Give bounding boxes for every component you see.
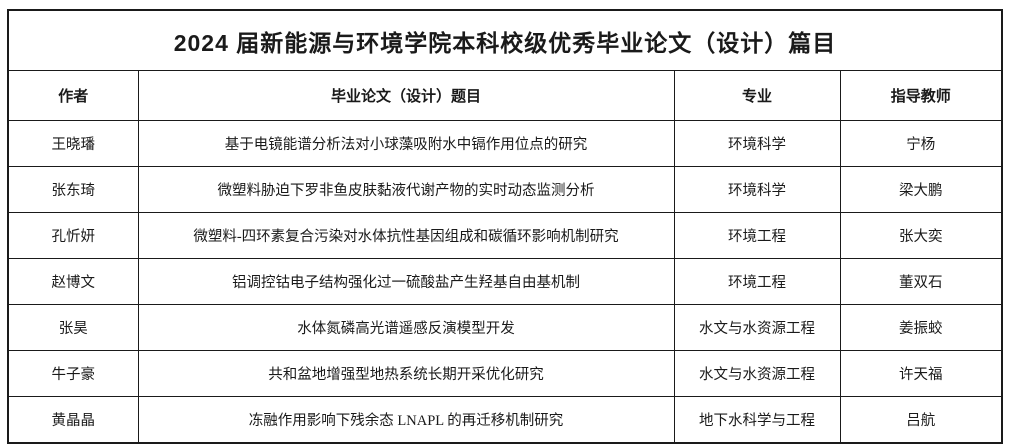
thesis-title-cell: 微塑料胁迫下罗非鱼皮肤黏液代谢产物的实时动态监测分析: [137, 166, 675, 213]
major-cell: 水文与水资源工程: [673, 304, 841, 351]
thesis-title-cell: 铝调控钴电子结构强化过一硫酸盐产生羟基自由基机制: [137, 258, 675, 305]
advisor-cell: 许天福: [839, 350, 1003, 397]
advisor-cell: 吕航: [839, 396, 1003, 444]
author-cell: 赵博文: [7, 258, 139, 305]
thesis-title-cell: 冻融作用影响下残余态 LNAPL 的再迁移机制研究: [137, 396, 675, 444]
advisor-cell: 姜振蛟: [839, 304, 1003, 351]
major-cell: 环境工程: [673, 212, 841, 259]
author-cell: 牛子豪: [7, 350, 139, 397]
author-cell: 黄晶晶: [7, 396, 139, 444]
column-header-author: 作者: [7, 70, 139, 121]
major-cell: 环境工程: [673, 258, 841, 305]
advisor-cell: 宁杨: [839, 120, 1003, 167]
major-cell: 环境科学: [673, 166, 841, 213]
table-row: 孔忻妍 微塑料-四环素复合污染对水体抗性基因组成和碳循环影响机制研究 环境工程 …: [7, 212, 1003, 259]
advisor-cell: 张大奕: [839, 212, 1003, 259]
major-cell: 环境科学: [673, 120, 841, 167]
advisor-cell: 梁大鹏: [839, 166, 1003, 213]
table-title-row: 2024 届新能源与环境学院本科校级优秀毕业论文（设计）篇目: [7, 9, 1003, 71]
column-header-major: 专业: [673, 70, 841, 121]
author-cell: 王晓璠: [7, 120, 139, 167]
table-row: 张昊 水体氮磷高光谱遥感反演模型开发 水文与水资源工程 姜振蛟: [7, 304, 1003, 351]
table-header-row: 作者 毕业论文（设计）题目 专业 指导教师: [7, 70, 1003, 121]
table-row: 张东琦 微塑料胁迫下罗非鱼皮肤黏液代谢产物的实时动态监测分析 环境科学 梁大鹏: [7, 166, 1003, 213]
table-row: 黄晶晶 冻融作用影响下残余态 LNAPL 的再迁移机制研究 地下水科学与工程 吕…: [7, 396, 1003, 444]
major-cell: 地下水科学与工程: [673, 396, 841, 444]
table-row: 王晓璠 基于电镜能谱分析法对小球藻吸附水中镉作用位点的研究 环境科学 宁杨: [7, 120, 1003, 167]
author-cell: 孔忻妍: [7, 212, 139, 259]
table-row: 赵博文 铝调控钴电子结构强化过一硫酸盐产生羟基自由基机制 环境工程 董双石: [7, 258, 1003, 305]
thesis-list-table: 2024 届新能源与环境学院本科校级优秀毕业论文（设计）篇目 作者 毕业论文（设…: [7, 9, 1003, 444]
thesis-title-cell: 水体氮磷高光谱遥感反演模型开发: [137, 304, 675, 351]
table-title: 2024 届新能源与环境学院本科校级优秀毕业论文（设计）篇目: [7, 9, 1003, 71]
thesis-title-cell: 共和盆地增强型地热系统长期开采优化研究: [137, 350, 675, 397]
table-row: 牛子豪 共和盆地增强型地热系统长期开采优化研究 水文与水资源工程 许天福: [7, 350, 1003, 397]
author-cell: 张东琦: [7, 166, 139, 213]
advisor-cell: 董双石: [839, 258, 1003, 305]
major-cell: 水文与水资源工程: [673, 350, 841, 397]
author-cell: 张昊: [7, 304, 139, 351]
column-header-advisor: 指导教师: [839, 70, 1003, 121]
thesis-title-cell: 微塑料-四环素复合污染对水体抗性基因组成和碳循环影响机制研究: [137, 212, 675, 259]
thesis-title-cell: 基于电镜能谱分析法对小球藻吸附水中镉作用位点的研究: [137, 120, 675, 167]
column-header-thesis-title: 毕业论文（设计）题目: [137, 70, 675, 121]
